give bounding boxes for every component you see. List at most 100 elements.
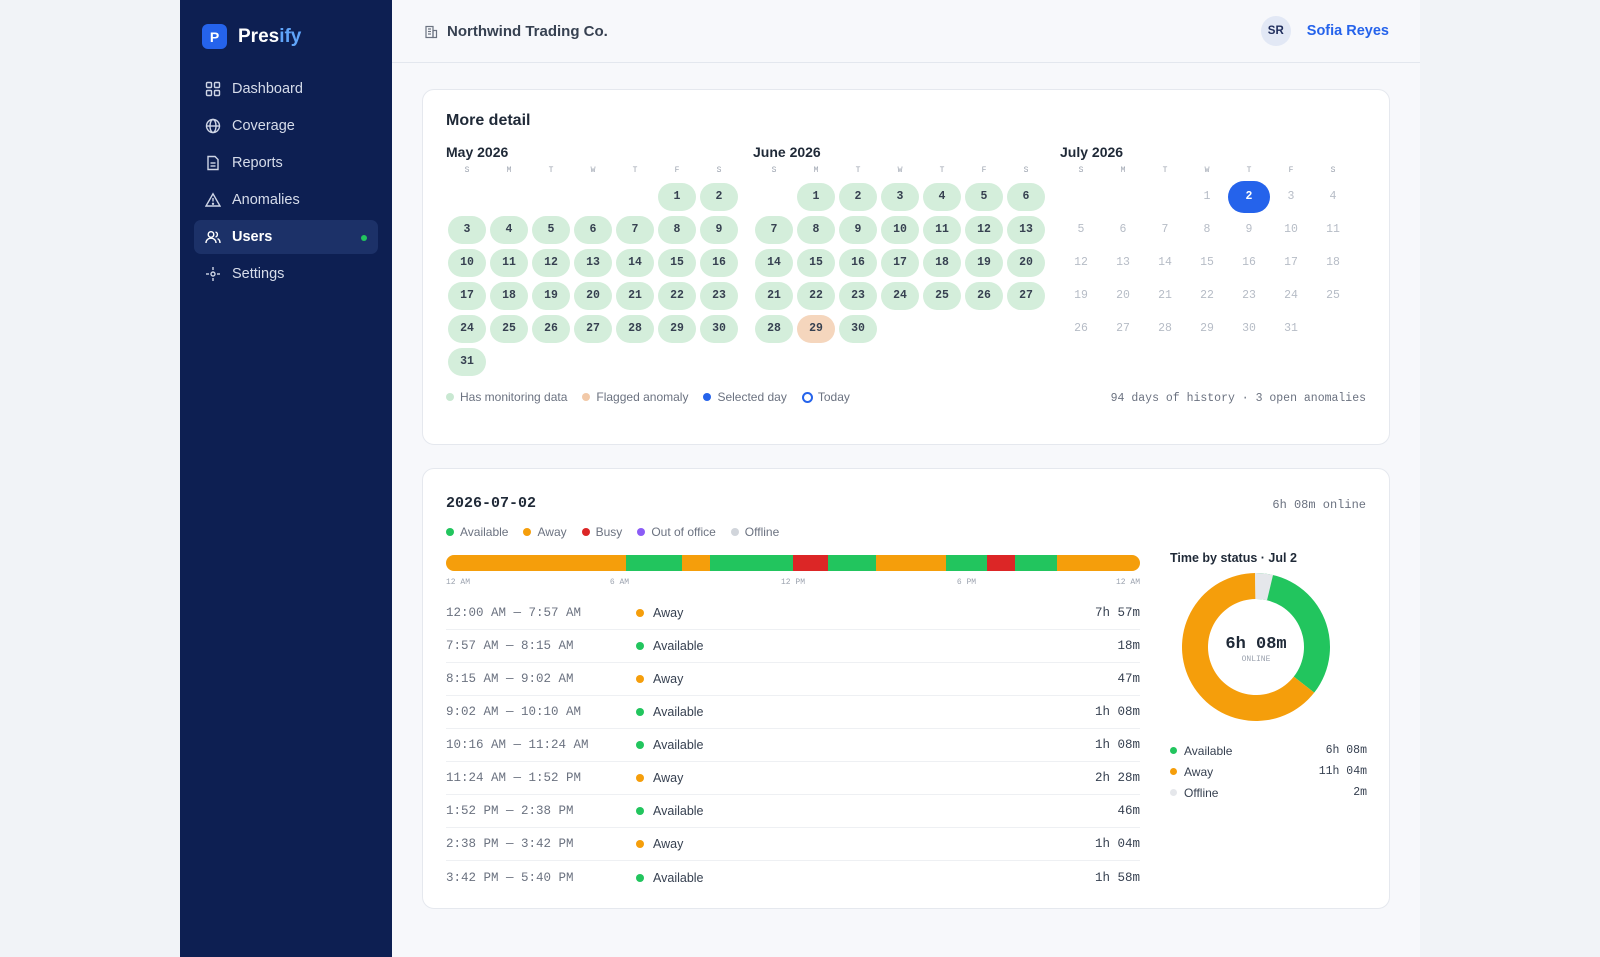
status-row[interactable]: 9:02 AM — 10:10 AM Available 1h 08m	[446, 696, 1140, 729]
calendar-day[interactable]: 20	[572, 279, 614, 312]
calendar-day[interactable]: 5	[963, 180, 1005, 213]
calendar-day[interactable]: 7	[614, 213, 656, 246]
calendar-day[interactable]: 1	[795, 180, 837, 213]
calendar-day[interactable]: 16	[837, 246, 879, 279]
calendar-day[interactable]: 6	[1005, 180, 1047, 213]
calendar-day[interactable]: 19	[963, 246, 1005, 279]
status-row[interactable]: 12:00 AM — 7:57 AM Away 7h 57m	[446, 597, 1140, 630]
calendar-day[interactable]: 24	[446, 312, 488, 345]
calendar-day[interactable]: 5	[530, 213, 572, 246]
timeline-segment-away[interactable]	[1056, 555, 1140, 571]
donut-slice-away[interactable]	[1182, 573, 1315, 721]
weekday-label: T	[939, 166, 945, 175]
status-row[interactable]: 8:15 AM — 9:02 AM Away 47m	[446, 663, 1140, 696]
avatar[interactable]: SR	[1260, 16, 1291, 46]
timeline-segment-busy[interactable]	[793, 555, 828, 571]
status-row[interactable]: 11:24 AM — 1:52 PM Away 2h 28m	[446, 762, 1140, 795]
calendar-day[interactable]: 21	[614, 279, 656, 312]
sidebar-item-users[interactable]: Users	[194, 220, 378, 254]
status-row[interactable]: 1:52 PM — 2:38 PM Available 46m	[446, 795, 1140, 828]
status-row[interactable]: 7:57 AM — 8:15 AM Available 18m	[446, 630, 1140, 663]
calendar-day[interactable]: 13	[1005, 213, 1047, 246]
calendar-day[interactable]: 17	[879, 246, 921, 279]
calendar-day[interactable]: 8	[656, 213, 698, 246]
calendar-day[interactable]: 12	[963, 213, 1005, 246]
calendar-day[interactable]: 3	[446, 213, 488, 246]
calendar-day[interactable]: 25	[921, 279, 963, 312]
calendar-day[interactable]: 28	[614, 312, 656, 345]
calendar-day[interactable]: 10	[879, 213, 921, 246]
donut-slice-available[interactable]	[1256, 573, 1330, 693]
timeline-segment-available[interactable]	[1015, 555, 1057, 571]
calendar-day[interactable]: 4	[488, 213, 530, 246]
calendar-day[interactable]: 27	[1005, 279, 1047, 312]
calendar-day[interactable]: 26	[530, 312, 572, 345]
timeline-segment-available[interactable]	[626, 555, 683, 571]
calendar-day[interactable]: 7	[753, 213, 795, 246]
calendar-day[interactable]: 8	[795, 213, 837, 246]
calendar-day[interactable]: 12	[530, 246, 572, 279]
calendar-day[interactable]: 23	[698, 279, 740, 312]
calendar-day[interactable]: 4	[921, 180, 963, 213]
calendar-day[interactable]: 13	[572, 246, 614, 279]
calendar-day[interactable]: 10	[446, 246, 488, 279]
calendar-day[interactable]: 17	[446, 279, 488, 312]
calendar-day[interactable]: 29	[795, 312, 837, 345]
timeline-segment-busy[interactable]	[987, 555, 1016, 571]
sidebar-item-settings[interactable]: Settings	[194, 257, 378, 291]
calendar-day[interactable]: 14	[614, 246, 656, 279]
sidebar-item-dashboard[interactable]: Dashboard	[194, 72, 378, 106]
calendar-day[interactable]: 15	[656, 246, 698, 279]
calendar-day[interactable]: 1	[656, 180, 698, 213]
calendar-day[interactable]: 18	[488, 279, 530, 312]
status-row[interactable]: 2:38 PM — 3:42 PM Away 1h 04m	[446, 828, 1140, 861]
organization-name[interactable]: Northwind Trading Co.	[424, 23, 608, 40]
calendar-day[interactable]: 21	[753, 279, 795, 312]
calendar-day[interactable]: 30	[698, 312, 740, 345]
calendar-day[interactable]: 23	[837, 279, 879, 312]
calendar-day[interactable]: 28	[753, 312, 795, 345]
calendar-day[interactable]: 9	[698, 213, 740, 246]
calendar-day[interactable]: 3	[879, 180, 921, 213]
status-row[interactable]: 10:16 AM — 11:24 AM Available 1h 08m	[446, 729, 1140, 762]
calendar-day[interactable]: 2	[1228, 180, 1270, 213]
calendar-day[interactable]: 29	[656, 312, 698, 345]
sidebar-item-anomalies[interactable]: Anomalies	[194, 183, 378, 217]
calendar-day[interactable]: 31	[446, 345, 488, 378]
calendar-day[interactable]: 16	[698, 246, 740, 279]
calendar-day[interactable]: 26	[963, 279, 1005, 312]
calendar-day[interactable]: 6	[572, 213, 614, 246]
calendar-day[interactable]: 24	[879, 279, 921, 312]
user-menu[interactable]: SR Sofia Reyes	[1260, 16, 1389, 46]
calendar-day[interactable]: 11	[921, 213, 963, 246]
donut-slice-offline[interactable]	[1255, 573, 1274, 601]
calendar-day[interactable]: 27	[572, 312, 614, 345]
status-label: Away	[653, 837, 684, 851]
calendar-day[interactable]: 30	[837, 312, 879, 345]
sidebar-item-reports[interactable]: Reports	[194, 146, 378, 180]
timeline-segment-away[interactable]	[876, 555, 946, 571]
calendar-day[interactable]: 2	[698, 180, 740, 213]
calendar-day[interactable]: 25	[488, 312, 530, 345]
calendar-day[interactable]: 20	[1005, 246, 1047, 279]
timeline-segment-available[interactable]	[710, 555, 793, 571]
calendar-day[interactable]: 9	[837, 213, 879, 246]
calendar-day[interactable]: 15	[795, 246, 837, 279]
status-timeline[interactable]	[446, 555, 1140, 571]
calendar-day[interactable]: 2	[837, 180, 879, 213]
brand-logo[interactable]: P Presify	[202, 24, 301, 49]
timeline-segment-available[interactable]	[945, 555, 988, 571]
calendar-day[interactable]: 14	[753, 246, 795, 279]
calendar-day[interactable]: 22	[656, 279, 698, 312]
timeline-segment-away[interactable]	[446, 555, 627, 571]
calendar-day[interactable]: 22	[795, 279, 837, 312]
calendar-day[interactable]: 19	[530, 279, 572, 312]
status-row[interactable]: 3:42 PM — 5:40 PM Available 1h 58m	[446, 861, 1140, 894]
weekday-label: W	[590, 166, 596, 175]
user-name[interactable]: Sofia Reyes	[1306, 23, 1389, 39]
calendar-day[interactable]: 18	[921, 246, 963, 279]
timeline-segment-available[interactable]	[827, 555, 877, 571]
timeline-segment-away[interactable]	[682, 555, 711, 571]
calendar-day[interactable]: 11	[488, 246, 530, 279]
sidebar-item-coverage[interactable]: Coverage	[194, 109, 378, 143]
